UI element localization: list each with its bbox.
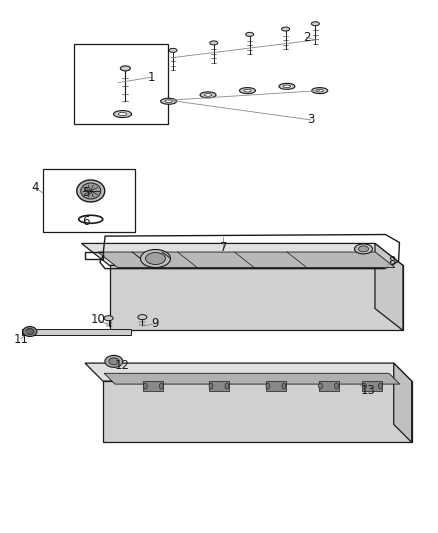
Ellipse shape <box>240 87 255 94</box>
Ellipse shape <box>105 356 123 367</box>
Ellipse shape <box>81 183 101 199</box>
Bar <box>318 381 339 391</box>
Ellipse shape <box>335 383 339 389</box>
Ellipse shape <box>246 33 254 36</box>
Ellipse shape <box>119 112 127 116</box>
Bar <box>143 381 163 391</box>
Ellipse shape <box>311 22 319 26</box>
Bar <box>43 169 135 232</box>
Ellipse shape <box>141 249 170 268</box>
Ellipse shape <box>113 110 131 118</box>
Ellipse shape <box>244 89 251 92</box>
Ellipse shape <box>359 246 368 252</box>
Ellipse shape <box>378 383 382 389</box>
Ellipse shape <box>266 383 270 389</box>
Bar <box>22 328 131 335</box>
Ellipse shape <box>282 383 286 389</box>
Ellipse shape <box>161 98 177 104</box>
Ellipse shape <box>120 66 131 71</box>
Polygon shape <box>85 363 412 381</box>
Text: 4: 4 <box>31 181 39 194</box>
Polygon shape <box>103 381 412 442</box>
Ellipse shape <box>354 244 373 254</box>
Ellipse shape <box>26 328 34 335</box>
Ellipse shape <box>225 383 229 389</box>
Ellipse shape <box>210 41 218 45</box>
Ellipse shape <box>165 100 172 103</box>
Polygon shape <box>98 252 395 268</box>
Polygon shape <box>394 363 412 442</box>
Ellipse shape <box>279 83 295 90</box>
Ellipse shape <box>209 383 213 389</box>
Ellipse shape <box>283 85 290 88</box>
Bar <box>209 381 229 391</box>
Bar <box>266 381 286 391</box>
Ellipse shape <box>104 316 113 321</box>
Ellipse shape <box>159 383 163 389</box>
Ellipse shape <box>205 93 212 96</box>
Text: 8: 8 <box>389 255 396 268</box>
Ellipse shape <box>362 383 366 389</box>
Text: 11: 11 <box>14 333 28 346</box>
Ellipse shape <box>318 383 322 389</box>
Bar <box>362 381 382 391</box>
Ellipse shape <box>77 180 105 202</box>
Ellipse shape <box>23 327 37 336</box>
Ellipse shape <box>316 89 323 92</box>
Polygon shape <box>81 244 403 265</box>
Text: 9: 9 <box>152 317 159 330</box>
Text: 5: 5 <box>82 187 89 199</box>
Text: 1: 1 <box>147 71 155 84</box>
Bar <box>74 44 168 124</box>
Text: 6: 6 <box>81 215 89 228</box>
Ellipse shape <box>145 253 166 264</box>
Text: 7: 7 <box>219 241 227 254</box>
Ellipse shape <box>200 92 216 98</box>
Polygon shape <box>104 373 400 384</box>
Text: 2: 2 <box>303 31 311 44</box>
Text: 3: 3 <box>307 114 314 126</box>
Ellipse shape <box>138 314 147 320</box>
Ellipse shape <box>282 27 290 31</box>
Ellipse shape <box>143 383 147 389</box>
Ellipse shape <box>109 358 119 365</box>
Polygon shape <box>375 244 403 330</box>
Ellipse shape <box>312 87 328 94</box>
Text: 12: 12 <box>115 359 130 372</box>
Text: 13: 13 <box>360 384 375 397</box>
Ellipse shape <box>169 49 177 52</box>
Polygon shape <box>110 265 403 330</box>
Text: 10: 10 <box>91 313 106 326</box>
